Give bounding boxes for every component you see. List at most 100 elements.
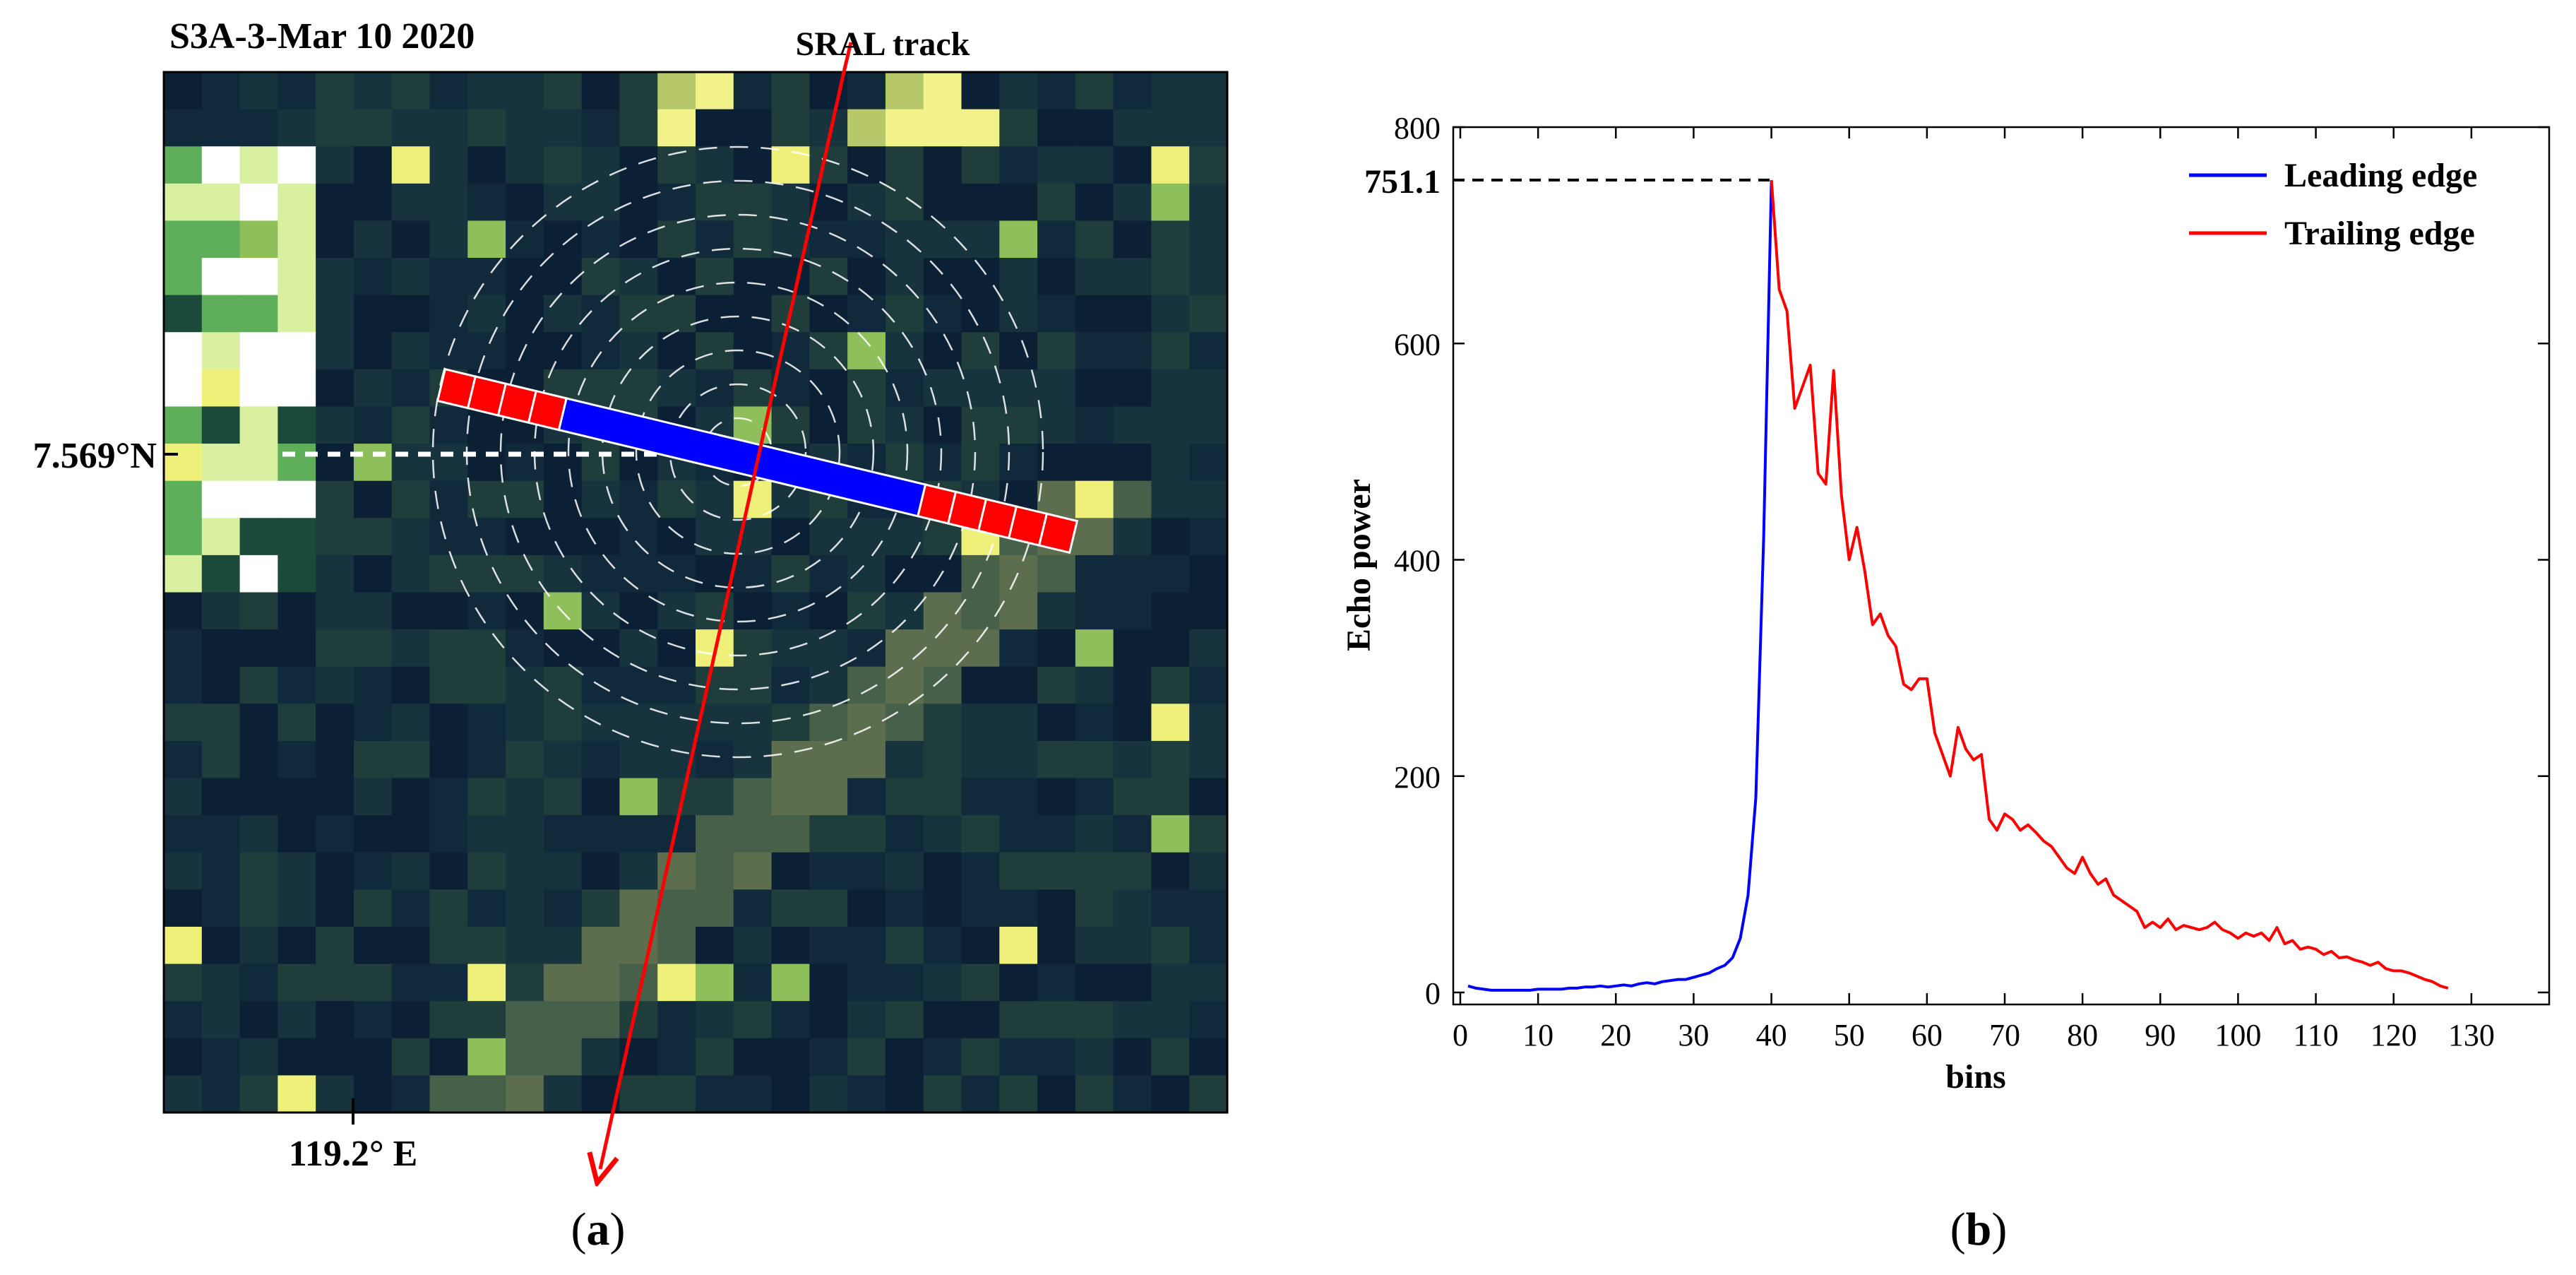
map-pixel (316, 1075, 354, 1113)
map-pixel (1113, 332, 1152, 370)
map-pixel (1037, 1038, 1076, 1077)
map-pixel (316, 406, 354, 444)
map-pixel (696, 146, 734, 184)
map-pixel (847, 1001, 886, 1039)
map-pixel (1037, 815, 1076, 853)
map-pixel (923, 332, 962, 370)
map-pixel (847, 369, 886, 408)
map-pixel (619, 109, 659, 148)
map-pixel (316, 926, 354, 965)
map-pixel (1151, 740, 1191, 779)
map-pixel (201, 109, 241, 148)
map-pixel (391, 926, 431, 965)
latitude-label: 7.569°N (33, 436, 157, 476)
sral-track-line (600, 71, 846, 1169)
map-pixel (619, 740, 659, 779)
map-pixel (391, 369, 431, 408)
map-pixel (847, 183, 886, 222)
map-pixel (885, 778, 924, 816)
map-pixel (391, 518, 431, 556)
map-pixel (316, 480, 354, 519)
map-pixel (353, 480, 393, 519)
map-pixel (885, 109, 924, 148)
map-pixel (278, 72, 316, 110)
legend: Leading edge Trailing edge (2189, 157, 2477, 252)
map-pixel (429, 963, 469, 1002)
map-pixel (1151, 704, 1191, 742)
map-pixel (201, 480, 241, 519)
map-pixel (733, 369, 773, 408)
map-pixel (923, 926, 962, 965)
map-pixel (1113, 889, 1152, 927)
map-pixel (999, 852, 1038, 891)
map-pixel (847, 740, 886, 779)
map-pixel (543, 889, 583, 927)
map-pixel (923, 704, 962, 742)
plot-area (1452, 126, 2551, 1006)
x-tick-label: 10 (1522, 1018, 1554, 1052)
sral-track-label: SRAL track (796, 25, 970, 63)
map-pixel (164, 1001, 203, 1039)
map-pixel (239, 1075, 279, 1113)
map-pixel (1151, 963, 1191, 1002)
map-pixel (316, 592, 354, 630)
map-pixel (696, 778, 734, 816)
map-pixel (1075, 963, 1114, 1002)
map-pixels (164, 72, 1227, 1113)
map-pixel (809, 629, 848, 668)
map-pixel (696, 926, 734, 965)
legend-label-trailing-edge: Trailing edge (2284, 215, 2475, 252)
map-pixel (1189, 518, 1227, 556)
map-pixel (657, 666, 696, 705)
map-pixel (391, 852, 431, 891)
map-pixel (771, 740, 811, 779)
map-pixel (619, 815, 659, 853)
map-pixel (1037, 740, 1076, 779)
map-pixel (581, 926, 621, 965)
map-pixel (1151, 183, 1191, 222)
map-pixel (201, 889, 241, 927)
map-pixel (1113, 1001, 1152, 1039)
map-pixel (733, 1075, 773, 1113)
map-pixel (1151, 889, 1191, 927)
map-pixel (467, 629, 506, 668)
map-pixel (1151, 295, 1191, 333)
map-pixel (278, 815, 316, 853)
map-pixel (278, 592, 316, 630)
map-pixel (1151, 258, 1191, 296)
map-pixel (391, 332, 431, 370)
map-pixel (999, 1038, 1038, 1077)
map-pixel (923, 1038, 962, 1077)
map-pixel (733, 1001, 773, 1039)
map-pixel (696, 740, 734, 779)
map-pixel (1151, 1038, 1191, 1077)
map-pixel (239, 926, 279, 965)
map-pixel (961, 406, 1001, 444)
map-pixel (961, 72, 1001, 110)
map-pixel (1037, 295, 1076, 333)
map-pixel (164, 72, 203, 110)
map-pixel (429, 480, 469, 519)
map-pixel (847, 1075, 886, 1113)
map-pixel (201, 369, 241, 408)
map-pixel (239, 72, 279, 110)
map-pixel (657, 109, 696, 148)
map-pixel (316, 852, 354, 891)
map-pixel (847, 815, 886, 853)
map-pixel (771, 592, 811, 630)
map-pixel (923, 740, 962, 779)
map-pixel (391, 963, 431, 1002)
map-pixel (391, 1001, 431, 1039)
map-pixel (506, 332, 544, 370)
map-pixel (1075, 629, 1114, 668)
map-pixel (1037, 109, 1076, 148)
map-pixel (1189, 444, 1227, 482)
map-pixel (239, 295, 279, 333)
map-pixel (771, 1075, 811, 1113)
map-pixel (1037, 258, 1076, 296)
map-pixel (847, 109, 886, 148)
map-pixel (1075, 369, 1114, 408)
map-pixel (506, 72, 544, 110)
map-pixel (657, 1075, 696, 1113)
map-pixel (581, 963, 621, 1002)
